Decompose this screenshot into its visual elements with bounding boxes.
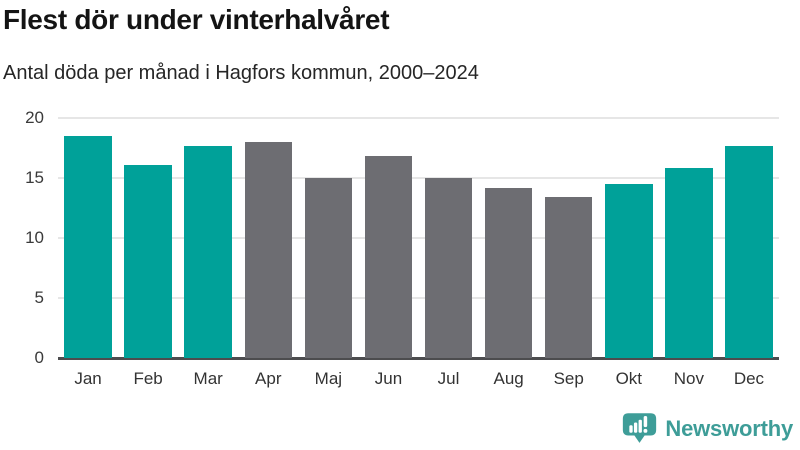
bar-jun	[364, 156, 413, 358]
x-axis-label-dec: Dec	[733, 369, 765, 388]
newsworthy-logo: Newsworthy	[621, 412, 793, 446]
gridline-y-15	[58, 177, 779, 179]
x-axis-label-jul: Jul	[437, 369, 460, 388]
x-axis-label-jan: Jan	[74, 369, 102, 388]
y-axis-tick-label: 0	[34, 348, 44, 367]
chart-title: Flest dör under vinterhalvåret	[3, 4, 390, 35]
x-axis-label-jun: Jun	[374, 369, 403, 388]
y-axis-tick-label: 20	[25, 108, 44, 127]
bar-nov	[665, 168, 713, 358]
newsworthy-logo-text: Newsworthy	[665, 416, 793, 441]
y-axis-tick-label: 10	[25, 228, 44, 247]
newsworthy-icon	[623, 413, 657, 443]
gridline-y-10	[58, 237, 779, 239]
x-axis-label-feb: Feb	[133, 369, 163, 388]
bar-okt	[605, 184, 653, 358]
y-axis-tick-label: 15	[25, 168, 44, 187]
gridline-y-5	[58, 297, 779, 299]
x-axis-label-nov: Nov	[673, 369, 704, 388]
y-axis-tick-label: 5	[34, 288, 44, 307]
chart-subtitle: Antal döda per månad i Hagfors kommun, 2…	[3, 62, 479, 84]
x-axis-label-mar: Mar	[193, 369, 223, 388]
bar-aug	[484, 187, 533, 358]
gridline-y-20	[58, 117, 779, 119]
x-axis-label-aug: Aug	[493, 369, 524, 388]
bar-feb	[124, 164, 172, 358]
bar-maj	[304, 178, 353, 358]
x-axis-line	[58, 356, 779, 360]
x-axis-label-apr: Apr	[255, 369, 282, 388]
x-axis-label-okt: Okt	[615, 369, 643, 388]
x-axis-label-sep: Sep	[553, 369, 584, 388]
bar-mar	[184, 145, 232, 358]
bar-apr	[244, 142, 293, 358]
bar-jan	[64, 136, 112, 358]
x-axis-label-maj: Maj	[314, 369, 343, 388]
bar-sep	[544, 197, 593, 358]
bar-dec	[725, 145, 773, 358]
bar-jul	[424, 178, 473, 358]
